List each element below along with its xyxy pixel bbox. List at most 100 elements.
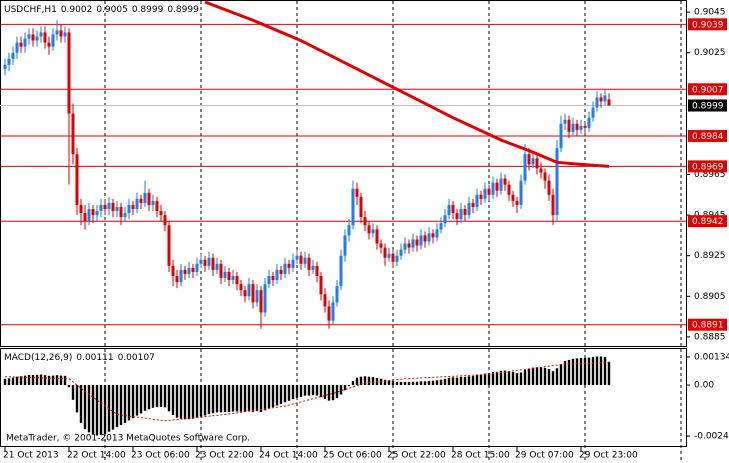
candle-body bbox=[395, 255, 399, 262]
macd-bar bbox=[515, 373, 519, 386]
candle-body bbox=[403, 243, 407, 250]
macd-bar bbox=[115, 385, 119, 428]
candle-body bbox=[587, 117, 591, 128]
macd-bar bbox=[255, 385, 259, 412]
macd-bar bbox=[499, 370, 503, 386]
candle-body bbox=[155, 200, 159, 212]
candle-body bbox=[87, 209, 91, 222]
candle-body bbox=[583, 125, 587, 128]
macd-bar bbox=[35, 374, 39, 386]
macd-panel-frame bbox=[0, 348, 687, 447]
macd-bar bbox=[383, 379, 387, 386]
macd-bar bbox=[223, 385, 227, 412]
last-ohlc: 0.8999 bbox=[167, 5, 199, 15]
macd-bar bbox=[163, 385, 167, 408]
macd-bar bbox=[287, 385, 291, 401]
candle-body bbox=[471, 202, 475, 207]
candle-body bbox=[591, 107, 595, 118]
macd-bar bbox=[427, 380, 431, 386]
macd-bar bbox=[215, 385, 219, 413]
candle-body bbox=[135, 198, 139, 210]
candle-body bbox=[211, 257, 215, 270]
macd-bar bbox=[75, 385, 79, 413]
candle-body bbox=[595, 97, 599, 108]
candle-body bbox=[43, 32, 47, 43]
candle-body bbox=[315, 265, 319, 276]
candle-body bbox=[151, 200, 155, 205]
candle-body bbox=[467, 202, 471, 216]
candle-body bbox=[539, 168, 543, 173]
macd-bar bbox=[99, 385, 103, 436]
macd-bar bbox=[551, 371, 555, 386]
macd-bar bbox=[127, 385, 131, 421]
candle-body bbox=[35, 36, 39, 41]
candle-body bbox=[179, 269, 183, 283]
macd-bar bbox=[411, 381, 415, 386]
candle-body bbox=[131, 204, 135, 210]
candle-body bbox=[31, 34, 35, 41]
candle-body bbox=[39, 32, 43, 37]
macd-bar bbox=[367, 376, 371, 386]
candle-body bbox=[175, 275, 179, 283]
candle-body bbox=[243, 290, 247, 297]
level-label-box bbox=[688, 18, 727, 31]
candle-body bbox=[263, 284, 267, 313]
candle-body bbox=[459, 209, 463, 220]
candle-body bbox=[195, 263, 199, 272]
macd-bar bbox=[567, 359, 571, 386]
macd-bar bbox=[607, 361, 611, 386]
candle-body bbox=[115, 206, 119, 212]
candle-body bbox=[55, 30, 59, 35]
macd-bar bbox=[547, 369, 551, 386]
candle-body bbox=[579, 125, 583, 130]
macd-bar bbox=[275, 385, 279, 406]
macd-bar bbox=[179, 385, 183, 419]
level-label-box bbox=[688, 83, 727, 96]
macd-bar bbox=[483, 373, 487, 386]
candle-body bbox=[187, 267, 191, 274]
macd-bar bbox=[259, 385, 263, 412]
candle-body bbox=[339, 255, 343, 287]
candle-body bbox=[559, 123, 563, 149]
macd-bar bbox=[347, 385, 351, 387]
y-tick-label: -0.00243 bbox=[694, 432, 729, 442]
macd-bar bbox=[19, 376, 23, 386]
macd-bar bbox=[419, 381, 423, 386]
level-label-box bbox=[688, 215, 727, 228]
candle-body bbox=[103, 204, 107, 210]
candle-body bbox=[567, 119, 571, 132]
macd-bar bbox=[587, 357, 591, 386]
macd-bar bbox=[463, 376, 467, 386]
indicator-name: MACD(12,26,9) bbox=[4, 353, 72, 363]
candle-body bbox=[279, 269, 283, 274]
macd-bar bbox=[571, 358, 575, 386]
macd-bar bbox=[455, 377, 459, 386]
candle-body bbox=[359, 196, 363, 218]
macd-bar bbox=[451, 377, 455, 386]
macd-last: 0.00111 bbox=[76, 353, 113, 363]
candle-body bbox=[139, 198, 143, 203]
candle-body bbox=[571, 123, 575, 132]
macd-bar bbox=[51, 375, 55, 386]
macd-bar bbox=[291, 385, 295, 400]
candle-body bbox=[307, 257, 311, 270]
candle-body bbox=[27, 34, 31, 39]
y-tick-label: 0.8885 bbox=[694, 332, 726, 342]
macd-bar bbox=[595, 356, 599, 386]
candle-body bbox=[71, 113, 75, 155]
candle-body bbox=[123, 213, 127, 218]
last-ohlc: 0.9005 bbox=[96, 5, 128, 15]
candle-body bbox=[63, 32, 67, 37]
macd-bar bbox=[123, 385, 127, 423]
candle-body bbox=[203, 259, 207, 266]
macd-bar bbox=[63, 375, 67, 386]
candle-body bbox=[3, 64, 7, 69]
macd-bar bbox=[535, 367, 539, 386]
candle-body bbox=[75, 154, 79, 205]
candle-body bbox=[383, 247, 387, 258]
level-label-box bbox=[688, 318, 727, 331]
macd-bar bbox=[59, 375, 63, 386]
candle-body bbox=[443, 215, 447, 224]
macd-bar bbox=[219, 385, 223, 413]
macd-bar bbox=[439, 379, 443, 386]
